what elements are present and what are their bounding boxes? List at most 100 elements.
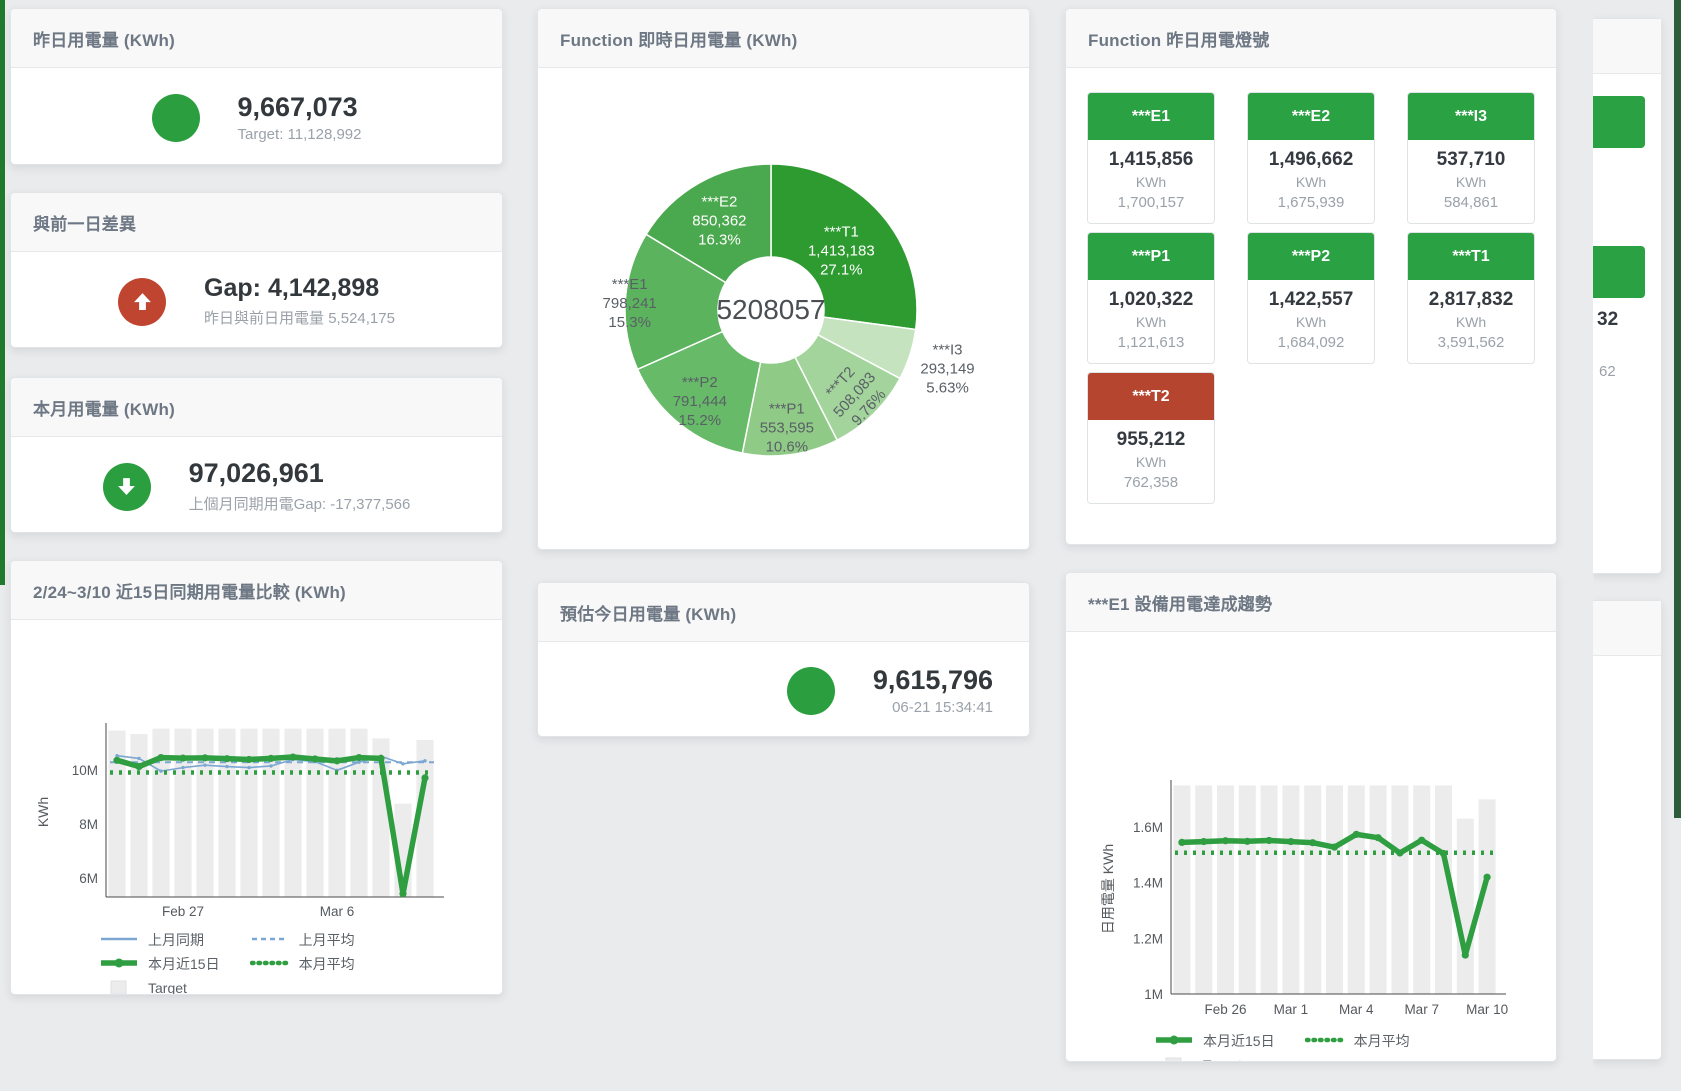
yesterday-value: 9,667,073 [237,91,358,122]
month-value: 97,026,961 [188,458,324,489]
legend-item-Target[interactable]: Target [1154,1054,1275,1061]
tile-unit: KWh [1135,174,1167,190]
y-axis-label: 日用電量 KWh [1100,844,1116,934]
status-tile[interactable]: ***I3 537,710 KWh 584,861 [1407,92,1535,224]
series-point [1418,836,1426,844]
target-bar [1325,785,1344,994]
legend-item-本月近15日[interactable]: 本月近15日 [1154,1030,1275,1051]
donut-slice-label: ***P2 791,444 15.2% [673,374,727,429]
e1-trend-line-chart[interactable]: 1M 1.2M 1.4M 1.6M Feb 26 Mar 1 Mar 4 Mar 7 Mar 1… [1066,632,1556,1027]
legend-label: 本月近15日 [1203,1032,1275,1049]
tile-status-header: ***P2 [1248,233,1374,280]
target-bar [1347,785,1365,994]
legend-item-上月平均[interactable]: 上月平均 [250,929,355,950]
sliver-chart-card [1593,600,1662,1060]
series-point [1483,873,1491,881]
status-tile[interactable]: ***T2 955,212 KWh 762,358 [1087,372,1215,504]
legend-item-本月近15日[interactable]: 本月近15日 [99,953,220,974]
target-bar [1238,785,1256,994]
series-point [377,754,385,763]
legend-label: 本月平均 [1353,1032,1410,1049]
target-bar [1478,799,1496,994]
tile-target: 762,358 [1123,474,1179,491]
target-bar [152,728,170,897]
donut-slice-P2[interactable] [636,330,762,455]
series-point [1309,839,1317,847]
tile-unit: KWh [1135,314,1167,330]
card-day-gap-header: 與前一日差異 [11,193,502,252]
legend-item-上月同期[interactable]: 上月同期 [99,929,220,950]
legend-label: 本月平均 [298,955,355,972]
target-bar [196,728,214,897]
series-point [157,753,165,762]
legend-item-本月平均[interactable]: 本月平均 [1304,1030,1410,1051]
series-point [1178,838,1186,847]
target-bar [174,728,192,897]
series-point [247,765,251,770]
card-month-usage: 本月用電量 (KWh) 97,026,961 上個月同期用電Gap: -17,3… [10,377,503,533]
status-circle-icon [151,94,200,142]
gap-kpi-text: Gap: 4,142,898 昨日與前日用電量 5,524,175 [204,275,395,328]
series-point [401,762,405,766]
donut-slice-label: ***E2 850,362 16.3% [692,193,746,248]
sliver-tile-header [1593,246,1645,298]
card-donut-title: Function 即時日用電量 (KWh) [560,31,798,50]
card-day-gap-body: Gap: 4,142,898 昨日與前日用電量 5,524,175 [11,252,502,347]
series-point [1461,951,1469,959]
series-point [1330,843,1339,851]
target-bar [1282,785,1300,994]
tile-status-header: ***T1 [1408,233,1534,280]
y-axis-tick: 10M [72,763,98,778]
status-tile[interactable]: ***E2 1,496,662 KWh 1,675,939 [1247,92,1375,224]
target-bar [262,728,280,897]
donut-slice-T1[interactable] [770,163,918,331]
realtime-donut-chart[interactable]: ***T1 1,413,183 27.1%***I3 293,149 5.63%***T… [538,68,1029,550]
card-status-tiles: Function 昨日用電燈號 ***E1 1,415,856 KWh 1,700,1… [1065,8,1557,545]
yesterday-target: Target: 11,128,992 [237,126,362,144]
donut-slice-label: ***P1 553,595 10.6% [760,401,814,456]
x-axis-tick: Feb 27 [162,904,204,919]
status-tile[interactable]: ***P1 1,020,322 KWh 1,121,613 [1087,232,1215,364]
target-bar [1413,785,1431,994]
target-bar [1456,818,1474,994]
tile-status-header: ***T2 [1088,373,1214,420]
card-e1-trend-chart: ***E1 設備用電達成趨勢 1M 1.2M 1.4M 1.6M Feb 26 Mar 1… [1065,572,1557,1062]
card-trend-title: ***E1 設備用電達成趨勢 [1088,595,1273,614]
target-bar [1260,785,1278,994]
card-realtime-donut: Function 即時日用電量 (KWh) ***T1 1,413,183 27.1… [537,8,1030,550]
target-bar [1216,785,1235,994]
status-tile[interactable]: ***P2 1,422,557 KWh 1,684,092 [1247,232,1375,364]
target-bar [1195,785,1213,994]
status-tile[interactable]: ***T1 2,817,832 KWh 3,591,562 [1407,232,1535,364]
series-point [357,760,361,764]
left-frame-strip [0,0,5,585]
series-point [245,755,253,764]
tile-unit: KWh [1455,314,1487,330]
status-tile[interactable]: ***E1 1,415,856 KWh 1,700,157 [1087,92,1215,224]
tile-value: 1,020,322 [1108,289,1194,310]
donut-slice-E2[interactable] [645,163,772,284]
estimate-kpi-text: 9,615,796 06-21 15:34:41 [872,664,993,716]
compare-line-chart[interactable]: 6M 8M 10M Feb 27 Mar 6 KWh [11,620,502,926]
card-month-body: 97,026,961 上個月同期用電Gap: -17,377,566 [11,437,502,532]
tile-target: 1,684,092 [1277,334,1345,351]
legend-item-本月平均[interactable]: 本月平均 [249,953,355,974]
card-estimate-title: 預估今日用電量 (KWh) [560,605,737,624]
series-point [203,763,207,767]
sliver-card-header [1593,19,1661,74]
card-month-header: 本月用電量 (KWh) [11,378,502,437]
card-tiles-header: Function 昨日用電燈號 [1066,9,1556,68]
target-bar [240,728,258,897]
tile-status-header: ***E1 [1088,93,1214,140]
tile-unit: KWh [1135,454,1167,470]
card-estimate-body: 9,615,796 06-21 15:34:41 [538,642,1029,736]
target-bar [1173,785,1191,994]
tile-status-header: ***I3 [1408,93,1534,140]
series-point [269,764,273,768]
card-estimate-header: 預估今日用電量 (KWh) [538,583,1029,642]
estimate-value: 9,615,796 [872,664,993,695]
legend-item-Target[interactable]: Target [99,977,220,994]
next-slide-sliver: 32 62 [1593,0,1671,1091]
series-point [1374,834,1382,842]
y-axis-tick: 1.6M [1133,820,1163,835]
